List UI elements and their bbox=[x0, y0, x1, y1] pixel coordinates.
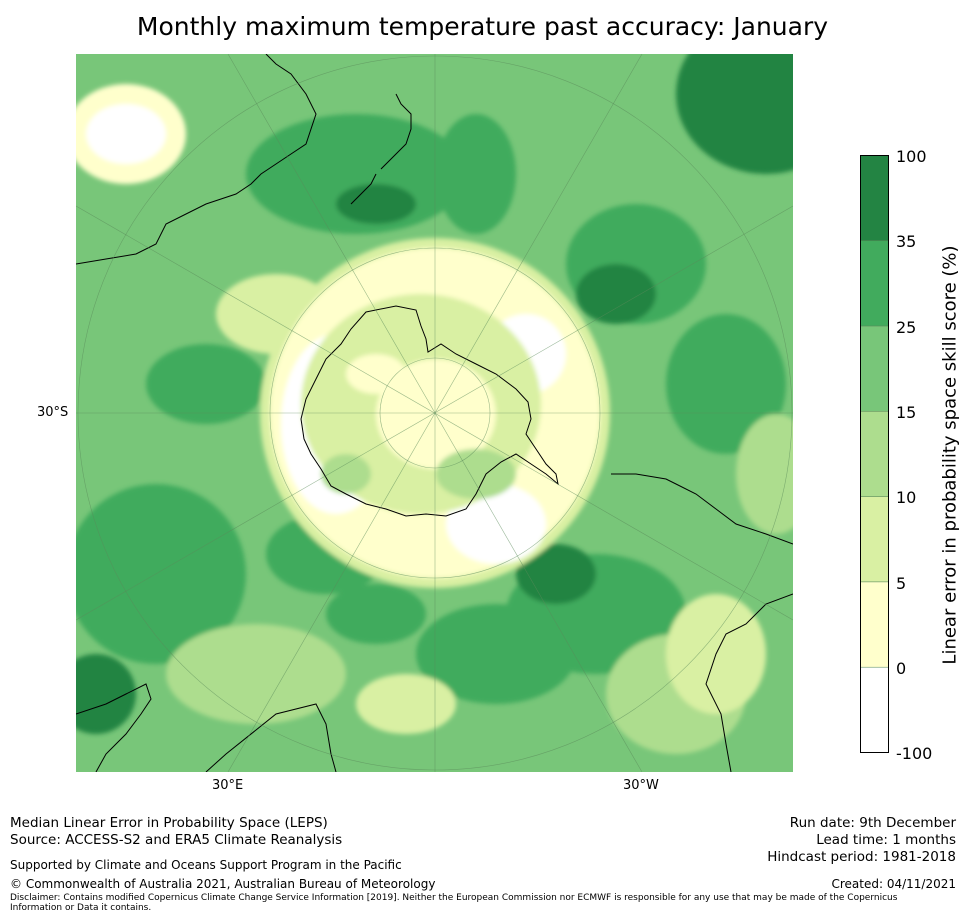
skill-map bbox=[76, 54, 793, 772]
colorbar-swatch bbox=[860, 666, 889, 753]
footer-disclaimer: Disclaimer: Contains modified Copernicus… bbox=[10, 893, 898, 913]
colorbar-swatches bbox=[860, 155, 889, 753]
australia-coastline bbox=[76, 54, 317, 265]
chart-title: Monthly maximum temperature past accurac… bbox=[136, 12, 829, 41]
colorbar bbox=[860, 155, 889, 753]
footer-copyright: © Commonwealth of Australia 2021, Austra… bbox=[10, 877, 436, 891]
colorbar-swatch bbox=[860, 496, 889, 583]
colorbar-swatch bbox=[860, 155, 889, 242]
colorbar-tick-35: 35 bbox=[896, 232, 917, 251]
footer-run-date: Run date: 9th December bbox=[789, 815, 956, 831]
graticule bbox=[76, 54, 793, 772]
new-zealand-coastline bbox=[380, 93, 412, 170]
lat-label-30s: 30°S bbox=[37, 405, 69, 420]
antarctica-coastline bbox=[300, 305, 559, 517]
footer-lead-time: Lead time: 1 months bbox=[816, 832, 956, 848]
footer-created: Created: 04/11/2021 bbox=[831, 877, 956, 891]
colorbar-tick-100: 100 bbox=[896, 147, 927, 166]
lon-label-30w: 30°W bbox=[623, 778, 659, 793]
colorbar-tick-25: 25 bbox=[896, 318, 917, 337]
colorbar-swatch bbox=[860, 240, 889, 327]
footer-leps: Median Linear Error in Probability Space… bbox=[10, 815, 328, 831]
colorbar-swatch bbox=[860, 581, 889, 668]
footer-support: Supported by Climate and Oceans Support … bbox=[10, 858, 402, 872]
skill-field bbox=[76, 54, 793, 754]
colorbar-tick-5: 5 bbox=[896, 574, 907, 593]
coastlines bbox=[76, 54, 793, 772]
colorbar-swatch bbox=[860, 411, 889, 497]
colorbar-title: Linear error in probability space skill … bbox=[939, 245, 961, 665]
colorbar-swatch bbox=[860, 325, 889, 412]
lon-label-30e: 30°E bbox=[212, 778, 244, 793]
colorbar-frame bbox=[860, 155, 889, 753]
colorbar-tick-10: 10 bbox=[896, 488, 917, 507]
south-america-coastline bbox=[611, 473, 793, 545]
footer-hindcast: Hindcast period: 1981-2018 bbox=[767, 849, 956, 865]
colorbar-tick-minus-100: -100 bbox=[896, 744, 933, 763]
africa-coastline bbox=[76, 683, 152, 772]
colorbar-tick-15: 15 bbox=[896, 403, 917, 422]
footer-source: Source: ACCESS-S2 and ERA5 Climate Reana… bbox=[10, 832, 343, 848]
colorbar-tick-0: 0 bbox=[896, 659, 907, 678]
